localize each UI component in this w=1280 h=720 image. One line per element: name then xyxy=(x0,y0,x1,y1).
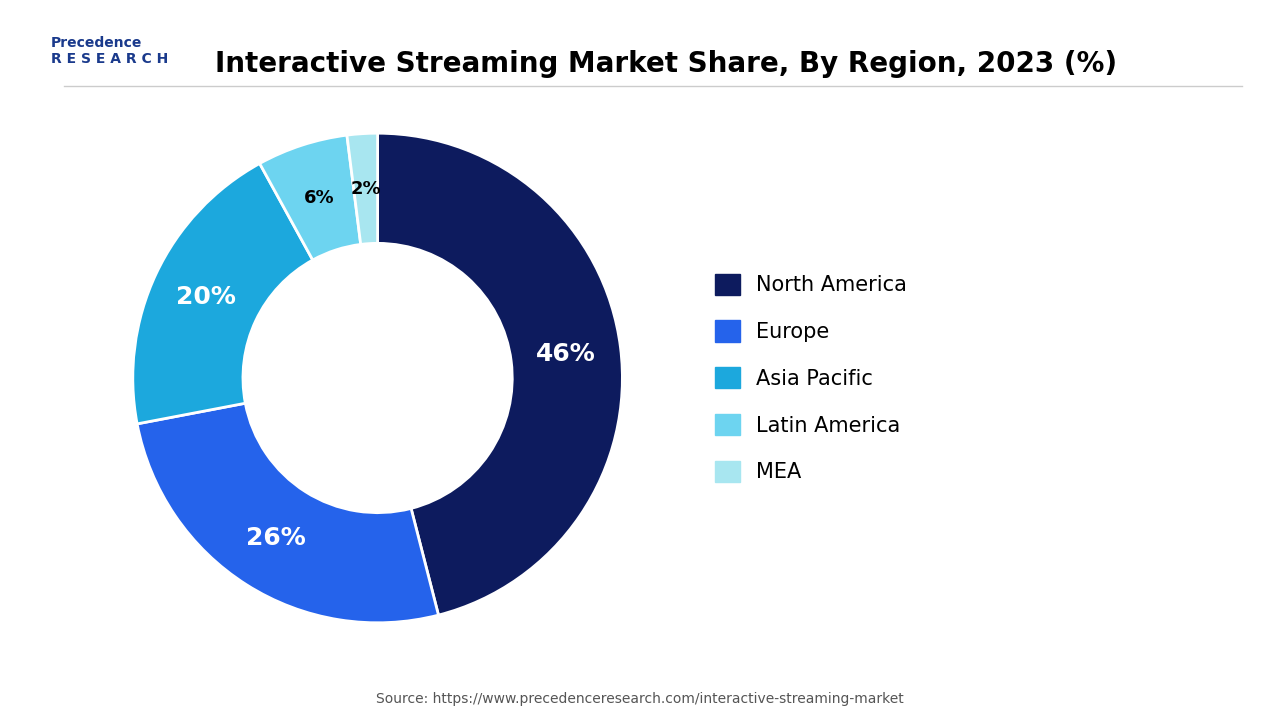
Wedge shape xyxy=(260,135,361,260)
Text: 26%: 26% xyxy=(246,526,306,550)
Wedge shape xyxy=(133,163,312,424)
Legend: North America, Europe, Asia Pacific, Latin America, MEA: North America, Europe, Asia Pacific, Lat… xyxy=(707,266,915,490)
Text: Interactive Streaming Market Share, By Region, 2023 (%): Interactive Streaming Market Share, By R… xyxy=(215,50,1116,78)
Wedge shape xyxy=(347,133,378,244)
Text: 20%: 20% xyxy=(175,285,236,309)
Text: 46%: 46% xyxy=(536,342,595,366)
Text: 2%: 2% xyxy=(351,180,381,198)
Wedge shape xyxy=(137,403,439,623)
Wedge shape xyxy=(378,133,622,615)
Text: 6%: 6% xyxy=(303,189,334,207)
Text: Precedence
R E S E A R C H: Precedence R E S E A R C H xyxy=(51,36,169,66)
Text: Source: https://www.precedenceresearch.com/interactive-streaming-market: Source: https://www.precedenceresearch.c… xyxy=(376,692,904,706)
